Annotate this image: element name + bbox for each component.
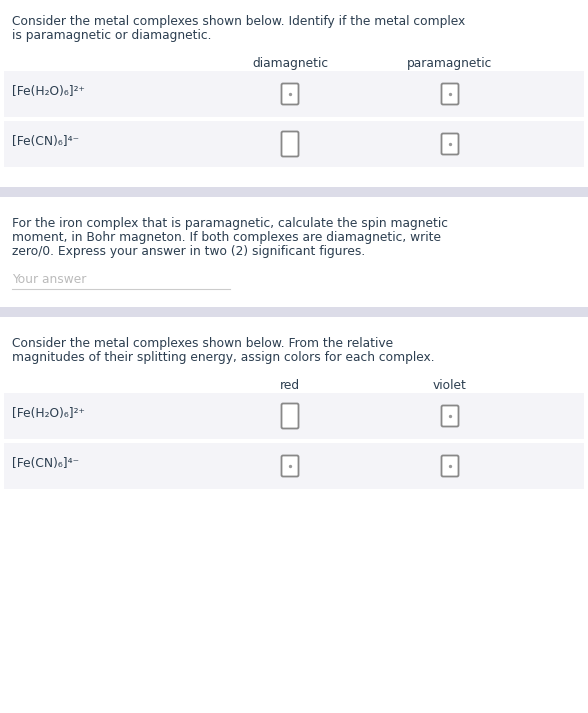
Text: Consider the metal complexes shown below. Identify if the metal complex: Consider the metal complexes shown below…: [12, 15, 465, 28]
FancyBboxPatch shape: [442, 83, 459, 105]
Text: [Fe(CN)₆]⁴⁻: [Fe(CN)₆]⁴⁻: [12, 457, 79, 470]
Bar: [4, 121, 584, 167]
Text: [Fe(H₂O)₆]²⁺: [Fe(H₂O)₆]²⁺: [12, 407, 85, 420]
FancyBboxPatch shape: [442, 406, 459, 426]
Text: magnitudes of their splitting energy, assign colors for each complex.: magnitudes of their splitting energy, as…: [12, 351, 435, 364]
Text: moment, in Bohr magneton. If both complexes are diamagnetic, write: moment, in Bohr magneton. If both comple…: [12, 231, 441, 244]
Text: For the iron complex that is paramagnetic, calculate the spin magnetic: For the iron complex that is paramagneti…: [12, 217, 448, 230]
FancyBboxPatch shape: [282, 83, 299, 105]
FancyBboxPatch shape: [442, 456, 459, 476]
Text: zero/0. Express your answer in two (2) significant figures.: zero/0. Express your answer in two (2) s…: [12, 245, 365, 258]
Bar: [4, 71, 584, 117]
Text: Consider the metal complexes shown below. From the relative: Consider the metal complexes shown below…: [12, 337, 393, 350]
FancyBboxPatch shape: [282, 404, 299, 429]
Bar: [4, 393, 584, 439]
Bar: [0, 187, 588, 197]
Text: red: red: [280, 379, 300, 392]
FancyBboxPatch shape: [282, 456, 299, 476]
FancyBboxPatch shape: [442, 133, 459, 155]
Text: diamagnetic: diamagnetic: [252, 57, 328, 70]
Text: is paramagnetic or diamagnetic.: is paramagnetic or diamagnetic.: [12, 29, 212, 42]
Text: [Fe(H₂O)₆]²⁺: [Fe(H₂O)₆]²⁺: [12, 85, 85, 98]
Bar: [4, 443, 584, 489]
Text: violet: violet: [433, 379, 467, 392]
Text: Your answer: Your answer: [12, 273, 86, 286]
Text: [Fe(CN)₆]⁴⁻: [Fe(CN)₆]⁴⁻: [12, 135, 79, 148]
Text: paramagnetic: paramagnetic: [407, 57, 493, 70]
FancyBboxPatch shape: [282, 131, 299, 156]
Bar: [0, 307, 588, 317]
